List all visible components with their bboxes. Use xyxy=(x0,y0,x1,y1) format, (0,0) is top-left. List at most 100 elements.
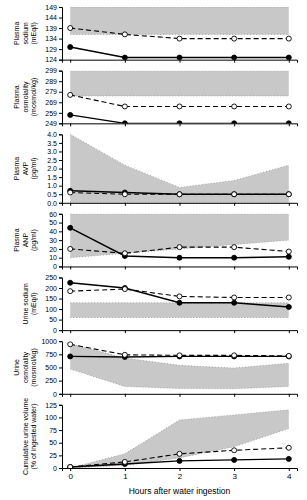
normal-range xyxy=(70,410,289,468)
series-line xyxy=(70,459,289,467)
tick-mark xyxy=(125,266,126,269)
tick-label: 0 xyxy=(68,472,73,481)
tick: 100 xyxy=(45,414,62,421)
tick-mark xyxy=(59,160,62,161)
y-axis-title: PlasmaAVP(pg/ml) xyxy=(13,157,38,180)
y-axis-title-line: (pg/ml) xyxy=(30,158,38,180)
tick: 125 xyxy=(45,402,62,409)
series-point xyxy=(286,192,291,197)
tick-label: 500 xyxy=(45,364,57,371)
series-point xyxy=(177,458,182,463)
tick: 2.5 xyxy=(47,157,62,164)
tick-mark xyxy=(289,123,290,126)
tick: 50 xyxy=(49,316,62,323)
tick-mark xyxy=(59,151,62,152)
tick-mark xyxy=(234,394,235,397)
tick xyxy=(125,123,126,126)
axis-line xyxy=(63,331,298,334)
tick: 0.0 xyxy=(47,200,62,207)
tick-mark xyxy=(59,123,62,124)
tick-mark xyxy=(180,330,181,333)
tick-mark xyxy=(59,430,62,431)
series-point xyxy=(232,448,237,453)
normal-range xyxy=(70,344,289,389)
tick-mark xyxy=(59,71,62,72)
tick-mark xyxy=(59,102,62,103)
tick-label: 50 xyxy=(49,219,57,226)
normal-range xyxy=(70,214,289,258)
tick: 144 xyxy=(45,14,62,21)
tick-mark xyxy=(59,394,62,395)
tick xyxy=(70,203,71,206)
tick-label: 0.0 xyxy=(47,200,57,207)
series-point xyxy=(177,55,182,60)
tick-mark xyxy=(289,394,290,397)
tick-mark xyxy=(59,143,62,144)
axis-line xyxy=(59,342,63,395)
tick-label: 249 xyxy=(45,120,57,127)
tick xyxy=(70,394,71,397)
tick xyxy=(289,330,290,333)
tick-mark xyxy=(59,240,62,241)
plot-area xyxy=(68,7,292,60)
tick-mark xyxy=(59,381,62,382)
tick: 1.0 xyxy=(47,182,62,189)
y-axis-title-line: sodium xyxy=(22,22,29,45)
y-axis-title: PlasmaANP(pg/ml) xyxy=(13,228,38,251)
series-point xyxy=(68,342,73,347)
tick: 3.5 xyxy=(47,140,62,147)
tick: 60 xyxy=(49,211,62,218)
series-point xyxy=(122,459,127,464)
y-axis: 249259269279289299 xyxy=(45,67,62,127)
normal-range-border xyxy=(70,410,289,468)
tick-mark xyxy=(59,367,62,368)
tick-mark xyxy=(59,194,62,195)
series-point xyxy=(286,254,291,259)
tick-label: 129 xyxy=(45,46,57,53)
y-axis-title-line: Urine xyxy=(13,359,20,376)
tick-mark xyxy=(289,203,290,206)
tick-mark xyxy=(234,60,235,63)
tick-label: 4.0 xyxy=(47,131,57,138)
tick-label: 125 xyxy=(45,402,57,409)
tick-mark xyxy=(70,394,71,397)
series-point xyxy=(286,104,291,109)
y-axis: 0.00.51.01.52.02.53.03.54.0 xyxy=(47,131,62,206)
series-point xyxy=(122,192,127,197)
tick xyxy=(70,60,71,63)
tick-label: 2.0 xyxy=(47,165,57,172)
series-line xyxy=(70,228,289,258)
axis-line xyxy=(63,469,298,472)
tick: 124 xyxy=(45,56,62,63)
normal-range-border xyxy=(70,202,289,203)
tick xyxy=(234,394,235,397)
series-point xyxy=(68,464,73,468)
panel: 249259269279289299Plasmaosmolality(mosmo… xyxy=(13,67,298,127)
tick-mark xyxy=(125,203,126,206)
tick-mark xyxy=(125,60,126,63)
tick: 279 xyxy=(45,88,62,95)
tick-label: 299 xyxy=(45,67,57,74)
tick-mark xyxy=(59,39,62,40)
tick-label: 3.0 xyxy=(47,148,57,155)
tick-mark xyxy=(59,258,62,259)
series-point xyxy=(177,192,182,197)
normal-range-border xyxy=(70,429,289,468)
chart: 124129134139144149Plasmasodium(mEq/l)249… xyxy=(0,0,307,500)
tick xyxy=(289,203,290,206)
tick-mark xyxy=(59,405,62,406)
tick: 30 xyxy=(49,237,62,244)
axis-line xyxy=(59,135,63,203)
series-point xyxy=(177,451,182,456)
axis-line xyxy=(63,203,298,206)
y-axis-title-line: osmolality xyxy=(22,351,30,383)
tick: 4.0 xyxy=(47,131,62,138)
tick: 250 xyxy=(45,274,62,281)
tick-mark xyxy=(289,266,290,269)
series-point xyxy=(232,457,237,462)
tick-label: 100 xyxy=(45,414,57,421)
tick: 0 xyxy=(53,263,62,270)
tick-label: 25 xyxy=(49,452,57,459)
y-axis: 02505007501000 xyxy=(41,338,62,398)
series-point xyxy=(68,464,73,468)
